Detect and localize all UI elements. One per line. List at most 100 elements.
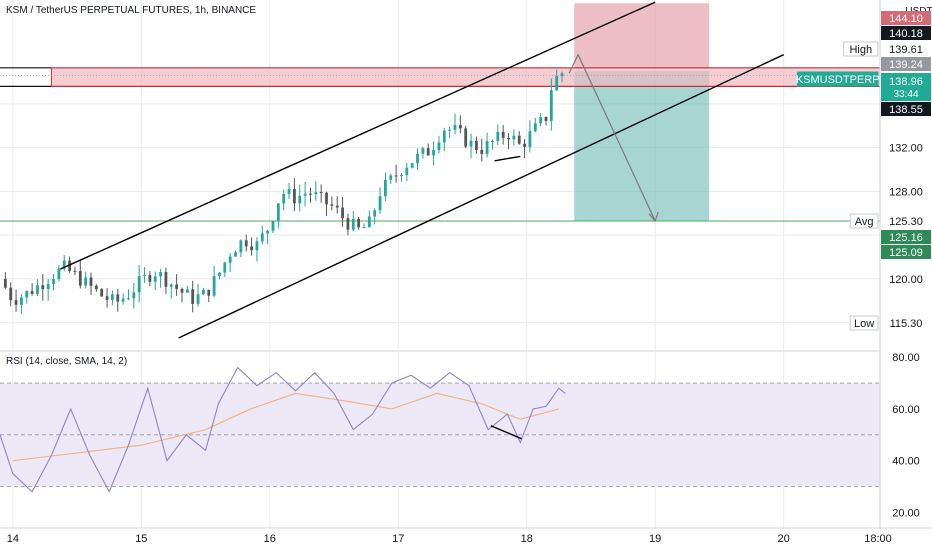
rsi-ma-line — [12, 392, 559, 462]
countdown-value: 33:44 — [893, 89, 918, 100]
take-profit-zone — [574, 71, 710, 221]
candle-up — [255, 241, 259, 251]
price-mark-140-bg — [881, 26, 931, 40]
candle-up — [111, 294, 114, 300]
candle-up — [555, 76, 559, 91]
candle-up — [432, 150, 435, 156]
candle-down — [30, 291, 34, 294]
candle-down — [480, 149, 484, 154]
candle-up — [121, 298, 125, 302]
candle-down — [164, 271, 168, 287]
candle-up — [25, 291, 29, 298]
candle-down — [14, 300, 18, 305]
candle-up — [218, 272, 221, 277]
candle-up — [405, 167, 409, 176]
high-value-bg — [881, 42, 931, 56]
x-axis-layer: 14 15 16 17 18 19 20 18:00 — [0, 527, 932, 545]
candle-down — [357, 218, 361, 228]
x-tick-label: 20 — [778, 533, 790, 545]
channel-lower-line — [178, 54, 784, 339]
candle-down — [544, 117, 548, 121]
y-tick-label: 128.00 — [889, 186, 923, 198]
candle-up — [549, 90, 553, 121]
candle-up — [491, 141, 494, 143]
candle-down — [394, 175, 398, 177]
candle-up — [384, 179, 387, 197]
price-mark-140: 140.18 — [889, 28, 923, 40]
candle-up — [469, 140, 473, 147]
candle-down — [464, 128, 468, 147]
candle-up — [410, 163, 414, 168]
candle-up — [400, 175, 403, 177]
candle-up — [496, 131, 500, 142]
candle-up — [228, 256, 232, 263]
candle-down — [458, 125, 462, 129]
candle-up — [362, 227, 366, 229]
candle-down — [346, 218, 350, 230]
candle-up — [239, 240, 243, 253]
x-tick-label: 15 — [135, 533, 147, 545]
candle-up — [36, 285, 39, 294]
candle-up — [223, 262, 227, 273]
candle-down — [207, 289, 211, 296]
rsi-layer — [0, 366, 880, 494]
candle-down — [507, 137, 510, 140]
candle-up — [62, 260, 66, 269]
candle-down — [191, 289, 195, 304]
candle-down — [309, 193, 312, 195]
price-mark-125-16: 125.16 — [889, 232, 923, 244]
candle-up — [416, 153, 419, 164]
candle-up — [266, 230, 270, 234]
candle-up — [528, 131, 532, 147]
candle-up — [84, 277, 88, 286]
candle-up — [533, 123, 537, 132]
high-label: High — [849, 44, 872, 56]
candle-down — [319, 192, 323, 194]
candle-down — [3, 278, 7, 288]
candle-up — [52, 279, 55, 284]
candle-down — [73, 270, 77, 272]
x-tick-label: 19 — [649, 533, 661, 545]
channel-upper-line — [60, 1, 656, 270]
high-value: 139.61 — [889, 44, 923, 56]
main-pane-bg — [0, 0, 880, 350]
candle-up — [282, 193, 286, 204]
rsi-y-tick-label: 60.00 — [892, 404, 920, 416]
candle-down — [330, 204, 334, 206]
price-mark-144-bg — [881, 11, 931, 25]
avg-label: Avg — [855, 216, 874, 228]
candle-up — [298, 195, 302, 204]
candle-down — [9, 287, 13, 301]
price-mark-125-16-bg — [881, 230, 931, 244]
candle-up — [196, 294, 200, 304]
candle-down — [148, 274, 152, 282]
price-mark-138: 138.55 — [889, 104, 923, 116]
x-tick-label: 17 — [392, 533, 404, 545]
candle-down — [94, 285, 98, 290]
candle-up — [437, 142, 441, 151]
candle-up — [378, 196, 382, 211]
candle-up — [153, 276, 157, 282]
rsi-y-tick-label: 80.00 — [892, 352, 920, 364]
low-value-bg — [881, 316, 931, 330]
rsi-band-fill — [0, 383, 880, 487]
candle-down — [175, 284, 179, 289]
candle-up — [351, 218, 355, 230]
last-price-value: 138.96 — [889, 76, 923, 88]
candle-up — [303, 193, 307, 196]
candle-down — [100, 289, 104, 297]
candle-up — [389, 175, 393, 180]
candles-layer — [3, 69, 564, 315]
projection-arrow-path — [568, 53, 656, 222]
y-tick-label: 120.00 — [889, 274, 923, 286]
candle-up — [46, 283, 50, 290]
candle-down — [78, 271, 82, 286]
candle-up — [539, 117, 543, 124]
candle-up — [202, 289, 205, 295]
candle-up — [57, 268, 61, 280]
price-mark-138-bg — [881, 102, 931, 116]
candle-down — [501, 131, 505, 138]
price-divergence-line — [494, 155, 521, 162]
candle-down — [180, 288, 184, 293]
